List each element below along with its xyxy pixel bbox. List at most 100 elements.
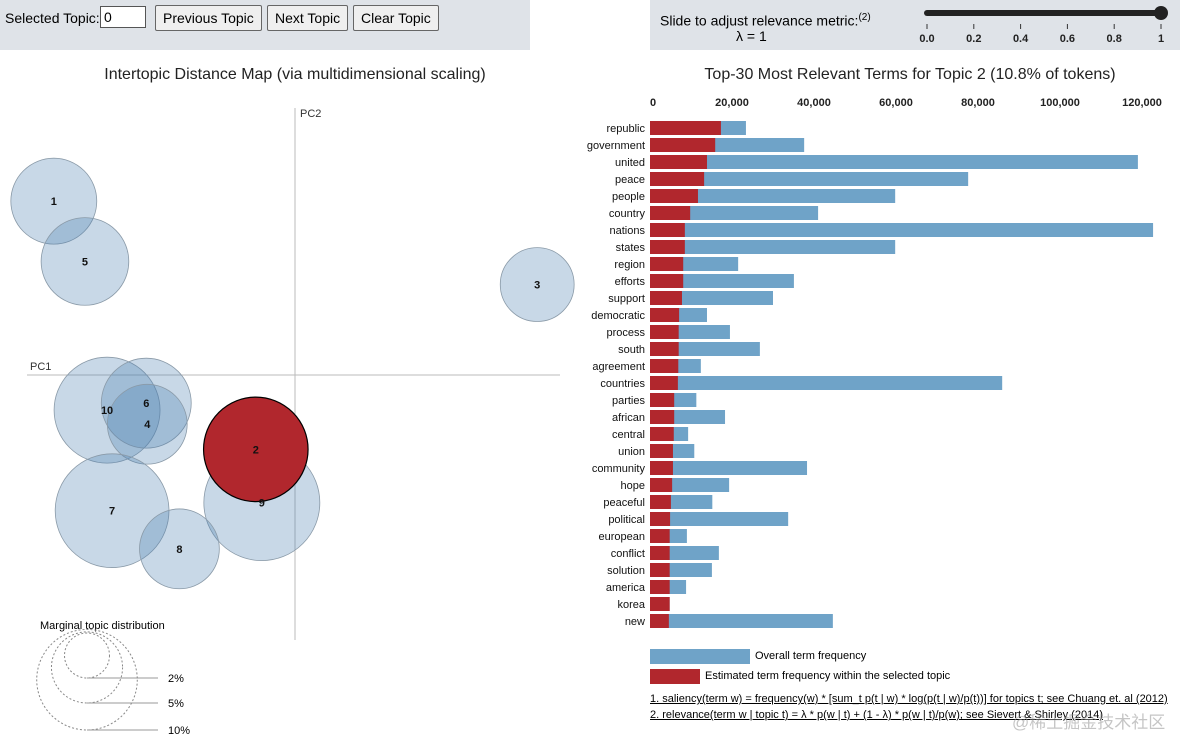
topic-bar-solution[interactable] <box>650 563 670 577</box>
topic-bubble-label-1[interactable]: 1 <box>51 196 57 208</box>
term-label-countries[interactable]: countries <box>600 378 645 390</box>
term-label-region[interactable]: region <box>614 259 645 271</box>
overall-bar-countries[interactable] <box>650 376 1003 390</box>
term-label-agreement[interactable]: agreement <box>592 361 645 373</box>
topic-bubble-5[interactable] <box>40 217 130 306</box>
topic-bar-united[interactable] <box>650 155 707 169</box>
term-label-peace[interactable]: peace <box>615 174 645 186</box>
term-label-united[interactable]: united <box>615 157 645 169</box>
topic-bar-agreement[interactable] <box>650 359 679 373</box>
topic-bubble-8[interactable] <box>139 508 220 590</box>
topic-bar-process[interactable] <box>650 325 679 339</box>
term-label-community[interactable]: community <box>592 463 646 475</box>
term-label-african[interactable]: african <box>612 412 645 424</box>
topic-bar-republic[interactable] <box>650 121 721 135</box>
term-label-country[interactable]: country <box>609 208 646 220</box>
topic-bar-peaceful[interactable] <box>650 495 671 509</box>
overall-bar-country[interactable] <box>650 206 819 220</box>
term-label-european[interactable]: european <box>599 531 646 543</box>
topic-bar-people[interactable] <box>650 189 698 203</box>
term-label-new[interactable]: new <box>625 616 645 628</box>
topic-bar-america[interactable] <box>650 580 670 594</box>
term-label-south[interactable]: south <box>618 344 645 356</box>
topic-bar-support[interactable] <box>650 291 682 305</box>
topic-bar-hope[interactable] <box>650 478 673 492</box>
term-label-political[interactable]: political <box>608 514 645 526</box>
footnote-saliency[interactable]: 1. saliency(term w) = frequency(w) * [su… <box>650 693 1168 705</box>
topic-bar-efforts[interactable] <box>650 274 684 288</box>
topic-bubble-2[interactable] <box>202 396 309 503</box>
topic-bar-country[interactable] <box>650 206 691 220</box>
slider-handle[interactable] <box>1154 6 1168 20</box>
topic-bubble-label-6[interactable]: 6 <box>143 398 149 410</box>
overall-bar-states[interactable] <box>650 240 896 254</box>
topic-bubble-label-5[interactable]: 5 <box>82 256 88 268</box>
term-label-union[interactable]: union <box>618 446 645 458</box>
topic-bar-countries[interactable] <box>650 376 678 390</box>
topic-bar-european[interactable] <box>650 529 670 543</box>
topic-bar-south[interactable] <box>650 342 679 356</box>
topic-bubble-label-10[interactable]: 10 <box>101 405 113 417</box>
topic-bubble-label-4[interactable]: 4 <box>144 419 151 431</box>
topic-bubble-4[interactable] <box>106 383 188 465</box>
topic-bar-union[interactable] <box>650 444 673 458</box>
term-label-america[interactable]: america <box>606 582 646 594</box>
relevance-slider[interactable]: 0.0 0.2 0.4 0.6 0.8 1 <box>910 0 1180 50</box>
topic-bar-nations[interactable] <box>650 223 685 237</box>
term-label-central[interactable]: central <box>612 429 645 441</box>
term-label-process[interactable]: process <box>606 327 645 339</box>
selected-topic-input[interactable] <box>100 6 146 28</box>
term-label-parties[interactable]: parties <box>612 395 646 407</box>
clear-topic-button[interactable]: Clear Topic <box>353 5 439 31</box>
topic-bubble-label-3[interactable]: 3 <box>534 280 540 292</box>
term-label-support[interactable]: support <box>608 293 645 305</box>
topic-bar-democratic[interactable] <box>650 308 680 322</box>
next-topic-button[interactable]: Next Topic <box>267 5 349 31</box>
term-label-hope[interactable]: hope <box>621 480 645 492</box>
term-label-peaceful[interactable]: peaceful <box>603 497 645 509</box>
term-label-korea[interactable]: korea <box>617 599 645 611</box>
term-label-efforts[interactable]: efforts <box>615 276 646 288</box>
topic-bar-political[interactable] <box>650 512 671 526</box>
term-label-people[interactable]: people <box>612 191 645 203</box>
term-label-states[interactable]: states <box>616 242 646 254</box>
topic-bar-region[interactable] <box>650 257 684 271</box>
term-label-republic[interactable]: republic <box>606 123 645 135</box>
overall-bar-efforts[interactable] <box>650 274 794 288</box>
topic-bubble-1[interactable] <box>10 157 98 245</box>
topic-bar-states[interactable] <box>650 240 685 254</box>
topic-bar-government[interactable] <box>650 138 716 152</box>
topic-bar-community[interactable] <box>650 461 673 475</box>
overall-bar-people[interactable] <box>650 189 896 203</box>
marginal-legend-label: 5% <box>168 698 184 710</box>
term-label-government[interactable]: government <box>587 140 645 152</box>
topic-bar-new[interactable] <box>650 614 669 628</box>
topic-bubble-label-8[interactable]: 8 <box>176 544 182 556</box>
topic-bubble-label-7[interactable]: 7 <box>109 506 115 518</box>
topic-bar-parties[interactable] <box>650 393 675 407</box>
pc1-label: PC1 <box>30 361 51 373</box>
x-tick-label: 20,000 <box>715 97 749 109</box>
topic-bubble-label-9[interactable]: 9 <box>259 498 265 510</box>
overall-bar-nations[interactable] <box>650 223 1154 237</box>
overall-bar-peace[interactable] <box>650 172 969 186</box>
topic-bubble-label-2[interactable]: 2 <box>253 444 259 456</box>
topic-bubble-6[interactable] <box>100 357 192 449</box>
term-label-democratic[interactable]: democratic <box>591 310 645 322</box>
overall-bar-new[interactable] <box>650 614 833 628</box>
term-label-nations[interactable]: nations <box>610 225 646 237</box>
overall-bar-community[interactable] <box>650 461 808 475</box>
topic-bar-central[interactable] <box>650 427 674 441</box>
overall-bar-political[interactable] <box>650 512 789 526</box>
term-label-conflict[interactable]: conflict <box>611 548 645 560</box>
topic-bar-peace[interactable] <box>650 172 705 186</box>
topic-bubble-3[interactable] <box>499 247 575 322</box>
topic-bubble-10[interactable] <box>53 356 161 464</box>
previous-topic-button[interactable]: Previous Topic <box>155 5 262 31</box>
topic-bar-korea[interactable] <box>650 597 670 611</box>
topic-bar-african[interactable] <box>650 410 675 424</box>
term-label-solution[interactable]: solution <box>607 565 645 577</box>
footnote-relevance[interactable]: 2. relevance(term w | topic t) = λ * p(w… <box>650 709 1103 721</box>
overall-bar-united[interactable] <box>650 155 1138 169</box>
topic-bar-conflict[interactable] <box>650 546 670 560</box>
